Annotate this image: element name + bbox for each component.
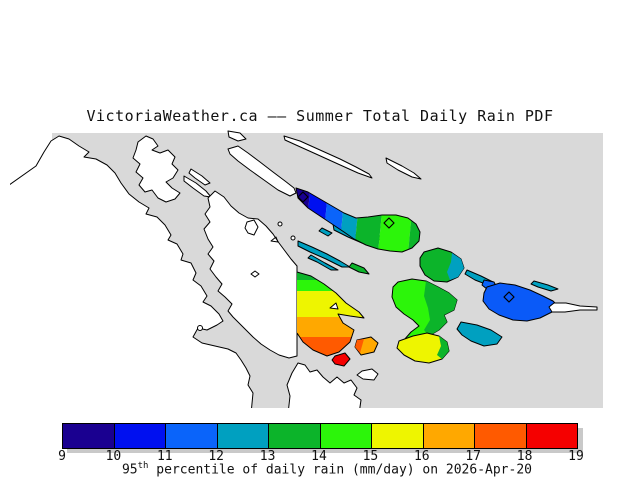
diamond-marker-icon xyxy=(383,217,395,229)
colorbar-tick-17: 17 xyxy=(465,449,482,464)
triangle-marker-icon xyxy=(329,302,339,310)
saanich-peninsula-land xyxy=(286,362,362,408)
lake-outline xyxy=(244,219,259,236)
small-island xyxy=(318,227,333,237)
data-band xyxy=(424,281,457,336)
small-island xyxy=(290,235,296,241)
small-island xyxy=(385,157,422,180)
colorbar-tick-18: 18 xyxy=(516,449,533,464)
colorbar-segment-17 xyxy=(475,424,527,448)
small-island xyxy=(183,175,212,198)
small-island xyxy=(297,240,351,268)
colorbar-tick-11: 11 xyxy=(156,449,173,464)
colorbar-segments xyxy=(62,423,578,449)
caption-text: percentile of daily rain (mm/day) on 202… xyxy=(148,462,532,478)
data-band xyxy=(447,253,464,280)
small-island xyxy=(307,254,339,271)
colorbar-tick-19: 19 xyxy=(568,449,584,464)
saltspring-data-outline xyxy=(296,271,365,357)
plot-title: VictoriaWeather.ca —— Summer Total Daily… xyxy=(86,107,554,125)
saturna-white-tip xyxy=(548,302,598,313)
colorbar-tick-15: 15 xyxy=(362,449,379,464)
colorbar-segment-12 xyxy=(217,424,269,448)
colorbar-caption: 95th percentile of daily rain (mm/day) o… xyxy=(62,461,592,477)
diamond-marker-icon xyxy=(503,291,515,303)
thetis-island-land xyxy=(132,135,181,203)
colorbar-segment-11 xyxy=(166,424,218,448)
galiano-outline xyxy=(295,187,421,253)
diamond-marker-icon xyxy=(297,191,309,203)
small-island xyxy=(197,325,203,331)
small-island xyxy=(331,352,351,367)
caption-prefix: 95 xyxy=(121,462,138,478)
valdes-island-land xyxy=(283,135,373,179)
colorbar-tick-13: 13 xyxy=(259,449,276,464)
colorbar-segment-15 xyxy=(372,424,424,448)
small-island xyxy=(456,321,503,347)
colorbar-segment-10 xyxy=(114,424,166,448)
small-island xyxy=(277,221,283,227)
diamond-marker-icon xyxy=(250,270,260,278)
colorbar-segment-9 xyxy=(63,424,115,448)
data-band xyxy=(355,339,364,353)
colorbar-tick-14: 14 xyxy=(311,449,327,464)
colorbar-segment-13 xyxy=(269,424,321,448)
colorbar-tick-16: 16 xyxy=(413,449,430,464)
colorbar-segment-18 xyxy=(526,424,577,448)
small-island xyxy=(348,262,370,275)
vancouver-island-land xyxy=(10,135,254,408)
colorbar-ticks: 9 10 11 12 13 14 15 16 17 18 19 xyxy=(0,449,640,464)
data-band xyxy=(437,336,449,359)
small-island xyxy=(188,168,211,186)
saltspring-island-land xyxy=(203,190,298,359)
saturna-island xyxy=(482,282,559,322)
small-island xyxy=(227,130,247,142)
colorbar-segment-16 xyxy=(423,424,475,448)
colorbar-tick-9: 9 xyxy=(58,449,66,464)
colorbar-tick-12: 12 xyxy=(208,449,225,464)
colorbar-segment-14 xyxy=(320,424,372,448)
caption-superscript: th xyxy=(137,461,149,471)
triangle-marker-icon xyxy=(270,236,279,243)
colorbar-tick-10: 10 xyxy=(105,449,122,464)
small-island xyxy=(356,368,379,381)
small-island xyxy=(530,280,559,292)
galiano-nw-land xyxy=(227,145,297,197)
